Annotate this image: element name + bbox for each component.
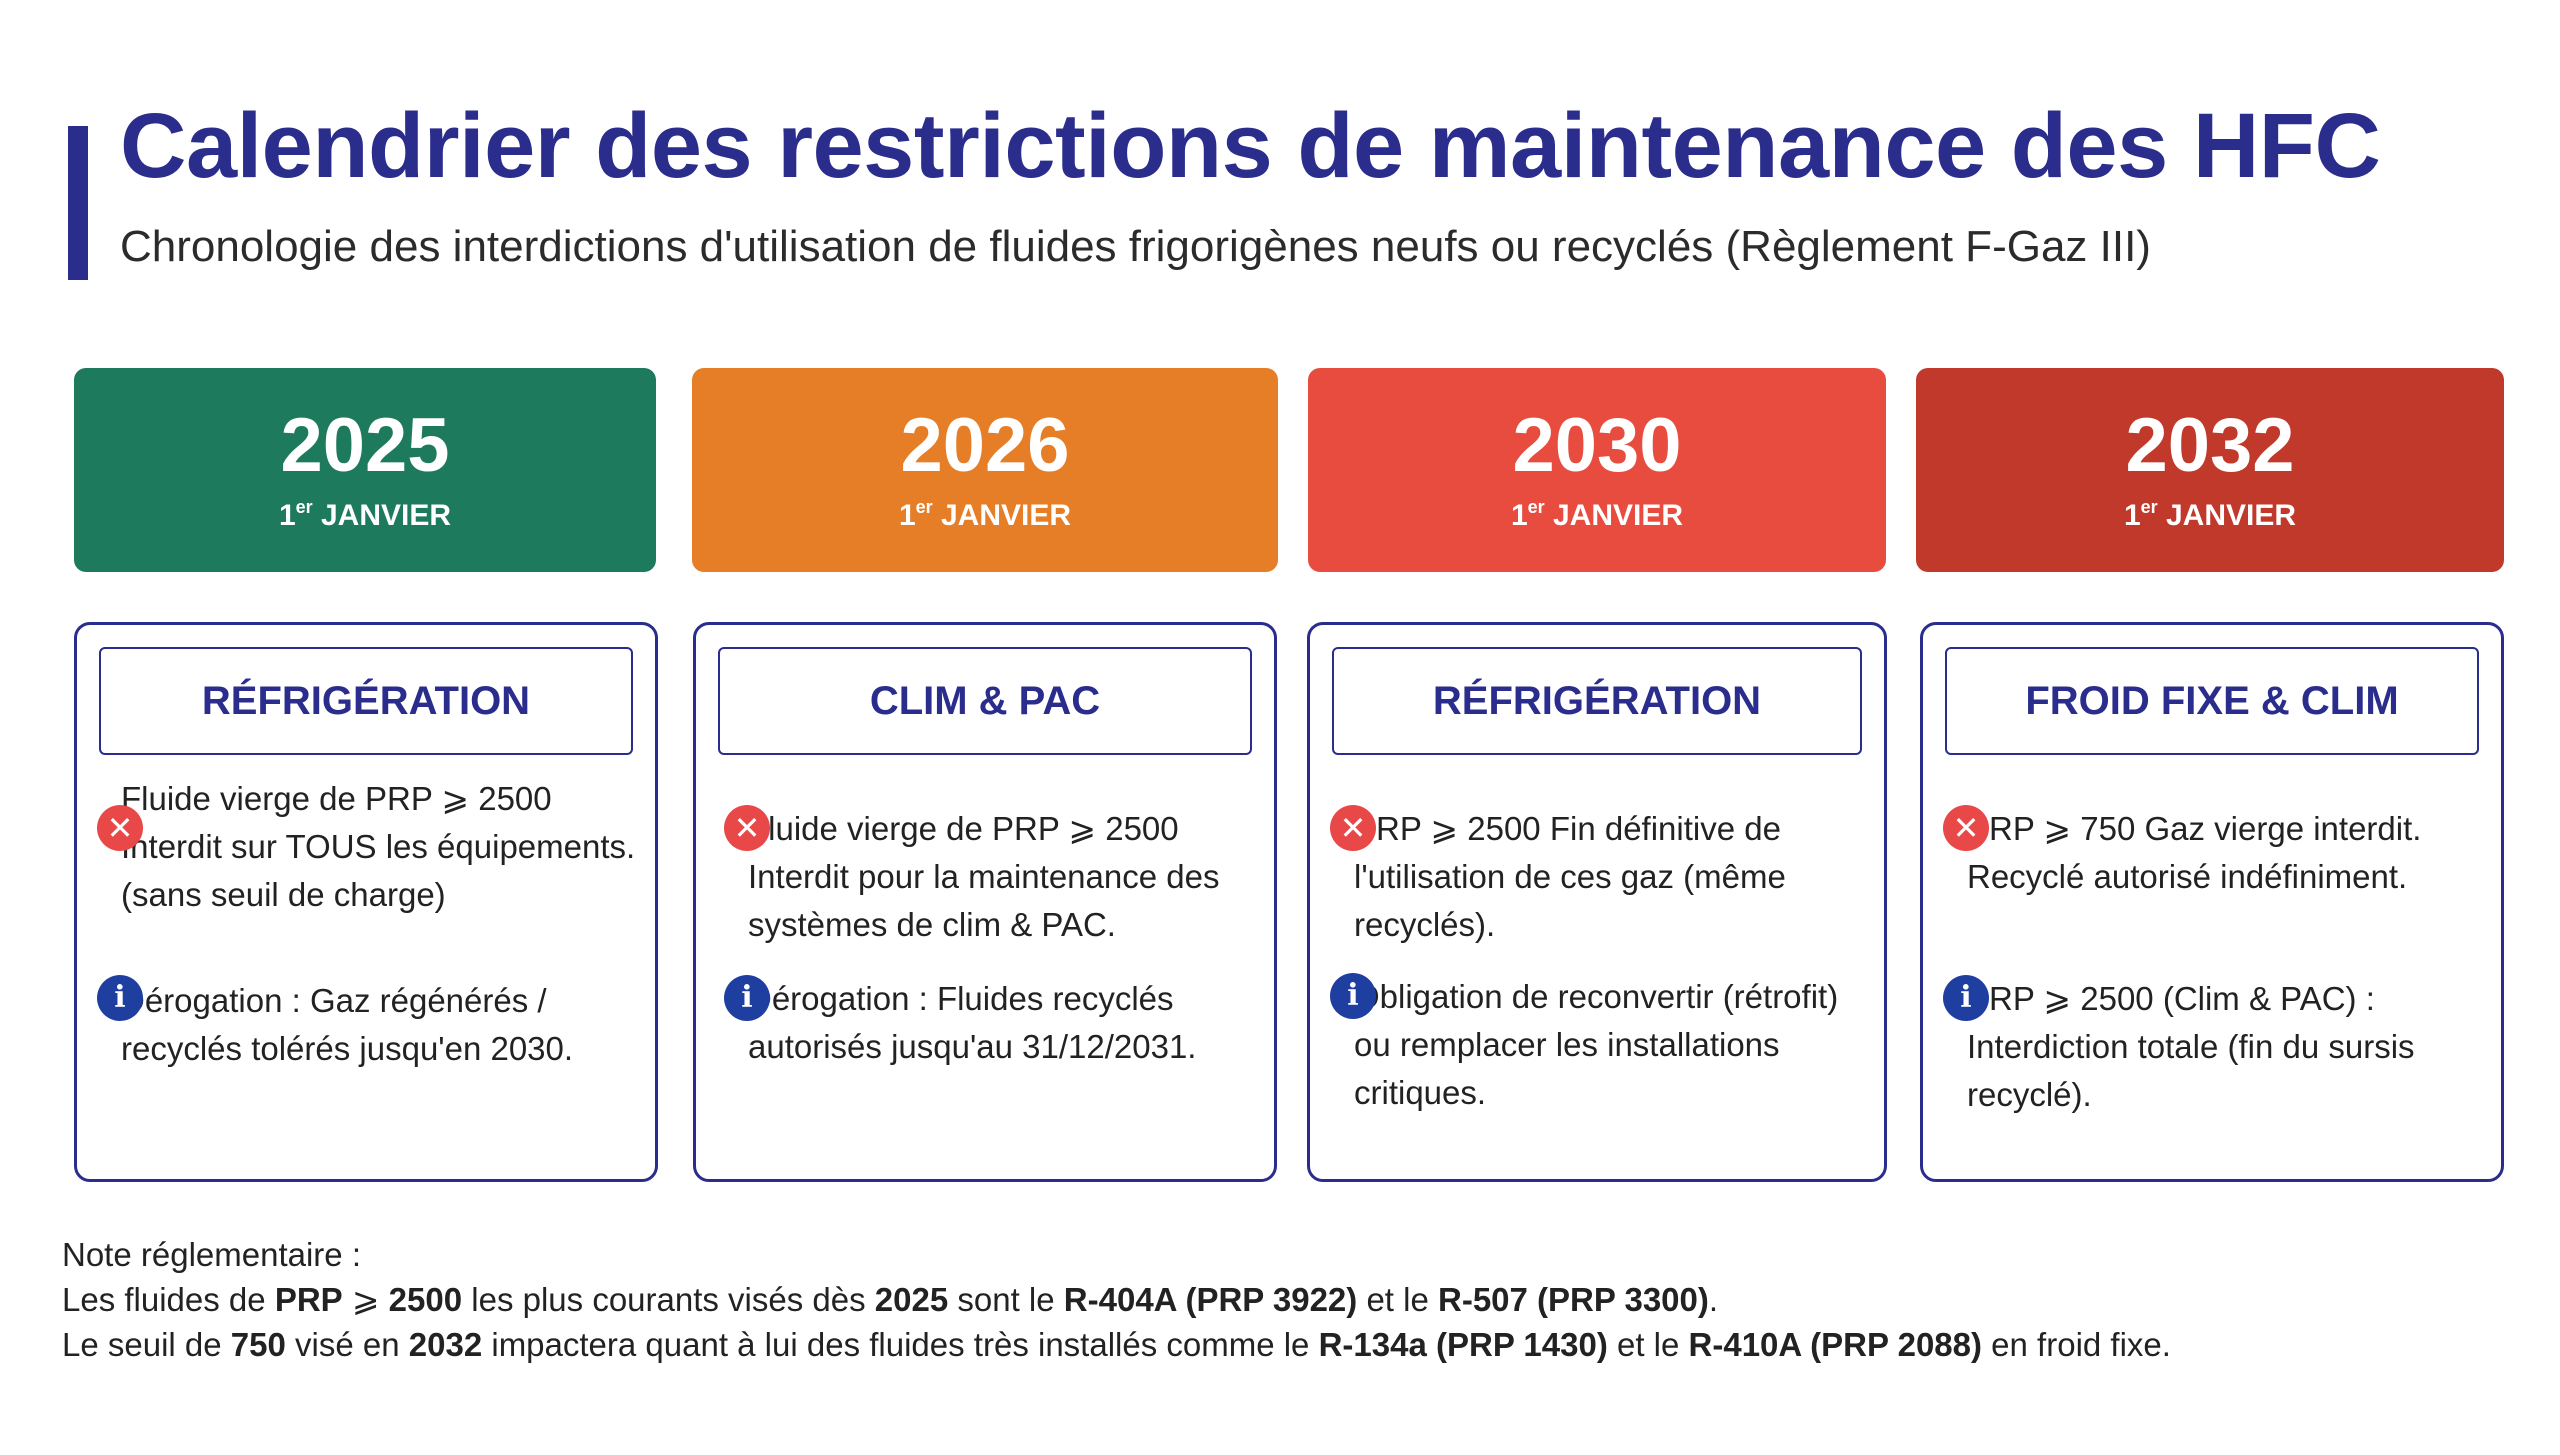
ban-text: Fluide vierge de PRP ⩾ 2500 Interdit pou… <box>748 810 1220 943</box>
ban-icon: ✕ <box>1943 805 1989 851</box>
note-line-2: Le seuil de 750 visé en 2032 impactera q… <box>62 1326 2171 1363</box>
date-label: 1er JANVIER <box>1510 497 1684 532</box>
info-text: Obligation de reconvertir (rétrofit) ou … <box>1354 978 1839 1111</box>
year-header-2025: 2025 1er JANVIER <box>74 368 656 572</box>
note-line-1: Les fluides de PRP ⩾ 2500 les plus coura… <box>62 1281 1719 1318</box>
ban-icon: ✕ <box>1330 805 1376 851</box>
card-category: FROID FIXE & CLIM <box>1945 647 2479 755</box>
card-2025: RÉFRIGÉRATION ✕ Fluide vierge de PRP ⩾ 2… <box>74 622 658 1182</box>
info-text: Dérogation : Fluides recyclés autorisés … <box>748 980 1197 1065</box>
ban-text: PRP ⩾ 2500 Fin définitive de l'utilisati… <box>1354 810 1786 943</box>
year-label: 2026 <box>900 403 1070 488</box>
info-icon: i <box>97 975 143 1021</box>
date-label: 1er JANVIER <box>898 497 1072 532</box>
info-item: i Obligation de reconvertir (rétrofit) o… <box>1330 973 1866 1117</box>
title-accent-bar <box>68 126 88 280</box>
info-icon: i <box>724 975 770 1021</box>
card-2032: FROID FIXE & CLIM ✕ PRP ⩾ 750 Gaz vierge… <box>1920 622 2504 1182</box>
info-text: PRP ⩾ 2500 (Clim & PAC) : Interdiction t… <box>1967 980 2415 1113</box>
ban-item: ✕ Fluide vierge de PRP ⩾ 2500 Interdit p… <box>724 805 1256 949</box>
year-header-2026: 2026 1er JANVIER <box>692 368 1278 572</box>
year-header-2030: 2030 1er JANVIER <box>1308 368 1886 572</box>
ban-icon: ✕ <box>97 805 143 851</box>
info-icon: i <box>1943 975 1989 1021</box>
year-label: 2030 <box>1512 403 1682 488</box>
date-label: 1er JANVIER <box>2123 497 2297 532</box>
info-item: i PRP ⩾ 2500 (Clim & PAC) : Interdiction… <box>1943 975 2483 1119</box>
ban-icon: ✕ <box>724 805 770 851</box>
regulatory-note: Note réglementaire : Les fluides de PRP … <box>62 1232 2171 1367</box>
info-item: i Dérogation : Gaz régénérés / recyclés … <box>97 975 637 1073</box>
info-item: i Dérogation : Fluides recyclés autorisé… <box>724 975 1256 1071</box>
ban-item: ✕ PRP ⩾ 750 Gaz vierge interdit. Recyclé… <box>1943 805 2483 901</box>
year-label: 2032 <box>2125 403 2295 488</box>
card-category: CLIM & PAC <box>718 647 1252 755</box>
info-icon: i <box>1330 973 1376 1019</box>
ban-text: Fluide vierge de PRP ⩾ 2500 Interdit sur… <box>121 780 636 913</box>
card-2026: CLIM & PAC ✕ Fluide vierge de PRP ⩾ 2500… <box>693 622 1277 1182</box>
date-label: 1er JANVIER <box>278 497 452 532</box>
card-category: RÉFRIGÉRATION <box>99 647 633 755</box>
ban-text: PRP ⩾ 750 Gaz vierge interdit. Recyclé a… <box>1967 810 2422 895</box>
page-subtitle: Chronologie des interdictions d'utilisat… <box>120 222 2151 271</box>
ban-item: ✕ PRP ⩾ 2500 Fin définitive de l'utilisa… <box>1330 805 1866 949</box>
card-category: RÉFRIGÉRATION <box>1332 647 1862 755</box>
card-2030: RÉFRIGÉRATION ✕ PRP ⩾ 2500 Fin définitiv… <box>1307 622 1887 1182</box>
page-title: Calendrier des restrictions de maintenan… <box>120 95 2381 197</box>
info-text: Dérogation : Gaz régénérés / recyclés to… <box>121 982 574 1067</box>
note-heading: Note réglementaire : <box>62 1236 361 1273</box>
year-header-2032: 2032 1er JANVIER <box>1916 368 2504 572</box>
ban-item: ✕ Fluide vierge de PRP ⩾ 2500 Interdit s… <box>97 775 637 919</box>
year-label: 2025 <box>280 403 450 488</box>
